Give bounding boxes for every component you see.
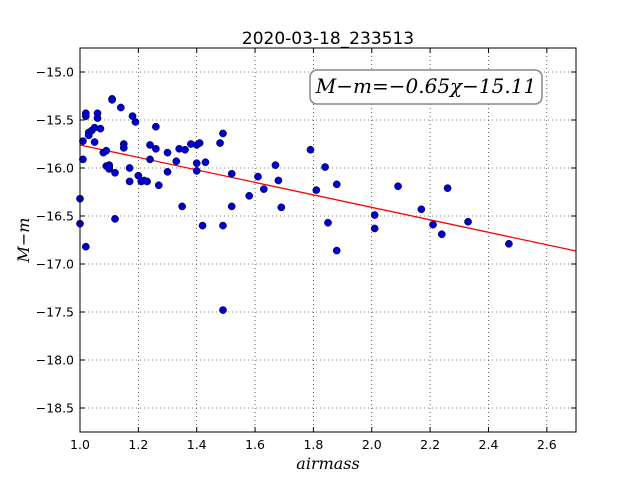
plot-area (80, 48, 576, 432)
data-point (102, 146, 111, 155)
annotation-text: M−m=−0.65χ−15.11 (315, 74, 536, 98)
data-point (146, 155, 154, 164)
data-point (154, 181, 163, 190)
x-tick-label: 1.2 (128, 437, 148, 452)
x-tick-label: 1.8 (303, 437, 323, 452)
fit-annotation: M−m=−0.65χ−15.11 (309, 69, 543, 105)
x-tick-label: 2.6 (537, 437, 557, 452)
data-point (245, 191, 254, 200)
data-point (219, 129, 227, 138)
data-point (321, 163, 329, 171)
annotation-box (309, 69, 543, 105)
data-point (429, 220, 437, 229)
data-point (81, 242, 90, 251)
data-point (178, 202, 186, 211)
data-point (219, 221, 227, 230)
data-point (111, 168, 119, 177)
data-point (216, 139, 224, 147)
data-point (79, 137, 87, 145)
data-point (125, 164, 134, 172)
data-point (81, 109, 90, 118)
data-point (198, 221, 207, 230)
x-axis-label: airmass (296, 454, 359, 473)
data-point (306, 145, 315, 154)
y-tick-label: −15.0 (36, 65, 74, 80)
y-tick-label: −18.0 (36, 353, 74, 368)
data-point (119, 143, 128, 152)
data-point (192, 159, 201, 168)
data-point (254, 172, 262, 181)
data-point (131, 118, 140, 126)
fit-line-group (79, 144, 577, 252)
x-tick-label: 1.6 (245, 437, 265, 452)
data-point (332, 180, 341, 189)
data-point (274, 176, 283, 185)
data-point (90, 138, 99, 146)
x-axis-ticks: 1.0 1.2 1.4 1.6 1.8 2.0 2.2 2.4 2.6 (70, 48, 557, 452)
data-point (125, 177, 134, 186)
data-point (163, 167, 172, 176)
data-point (443, 184, 452, 193)
data-point (227, 169, 236, 178)
data-point (96, 124, 105, 133)
data-point (312, 186, 321, 194)
x-tick-label: 2.2 (420, 437, 440, 452)
chart-title: 2020-03-18_233513 (242, 29, 414, 49)
data-point (152, 122, 160, 131)
data-point (93, 114, 102, 122)
fit-line (79, 144, 577, 252)
data-points (76, 95, 513, 314)
data-point (259, 185, 268, 193)
y-tick-label: −17.0 (36, 257, 74, 272)
y-tick-label: −17.5 (36, 305, 74, 320)
data-point (370, 211, 379, 219)
data-point (370, 224, 379, 233)
data-point (192, 167, 201, 175)
data-point (201, 158, 210, 167)
data-point (505, 239, 513, 248)
data-point (227, 202, 236, 211)
y-tick-label: −16.5 (36, 209, 74, 224)
data-point (111, 215, 119, 223)
data-point (79, 155, 87, 164)
data-point (163, 148, 172, 157)
x-tick-label: 1.4 (187, 437, 207, 452)
y-tick-label: −15.5 (36, 113, 74, 128)
data-point (146, 141, 154, 149)
plot-frame (79, 47, 577, 433)
data-point (140, 176, 149, 185)
y-axis-label: M−m (14, 218, 33, 264)
data-point (105, 163, 114, 171)
data-point (324, 218, 332, 227)
data-point (437, 230, 446, 239)
x-tick-label: 2.4 (479, 437, 499, 452)
data-point (116, 103, 125, 112)
data-point (219, 306, 227, 314)
data-point (417, 205, 426, 214)
x-tick-label: 1.0 (70, 437, 90, 452)
data-point (108, 95, 116, 104)
y-axis-ticks: −15.0 −15.5 −16.0 −16.5 −17.0 −17.5 −18.0 −18.5 (36, 65, 576, 416)
data-point (195, 139, 204, 147)
data-point (332, 246, 341, 255)
data-point (277, 203, 286, 212)
data-point (464, 217, 472, 226)
x-tick-label: 2.0 (362, 437, 382, 452)
data-point (152, 144, 160, 153)
data-point (172, 157, 181, 166)
data-point (181, 145, 189, 154)
data-point (271, 161, 280, 169)
y-tick-label: −16.0 (36, 161, 74, 176)
data-point (394, 182, 402, 191)
y-tick-label: −18.5 (36, 401, 74, 416)
